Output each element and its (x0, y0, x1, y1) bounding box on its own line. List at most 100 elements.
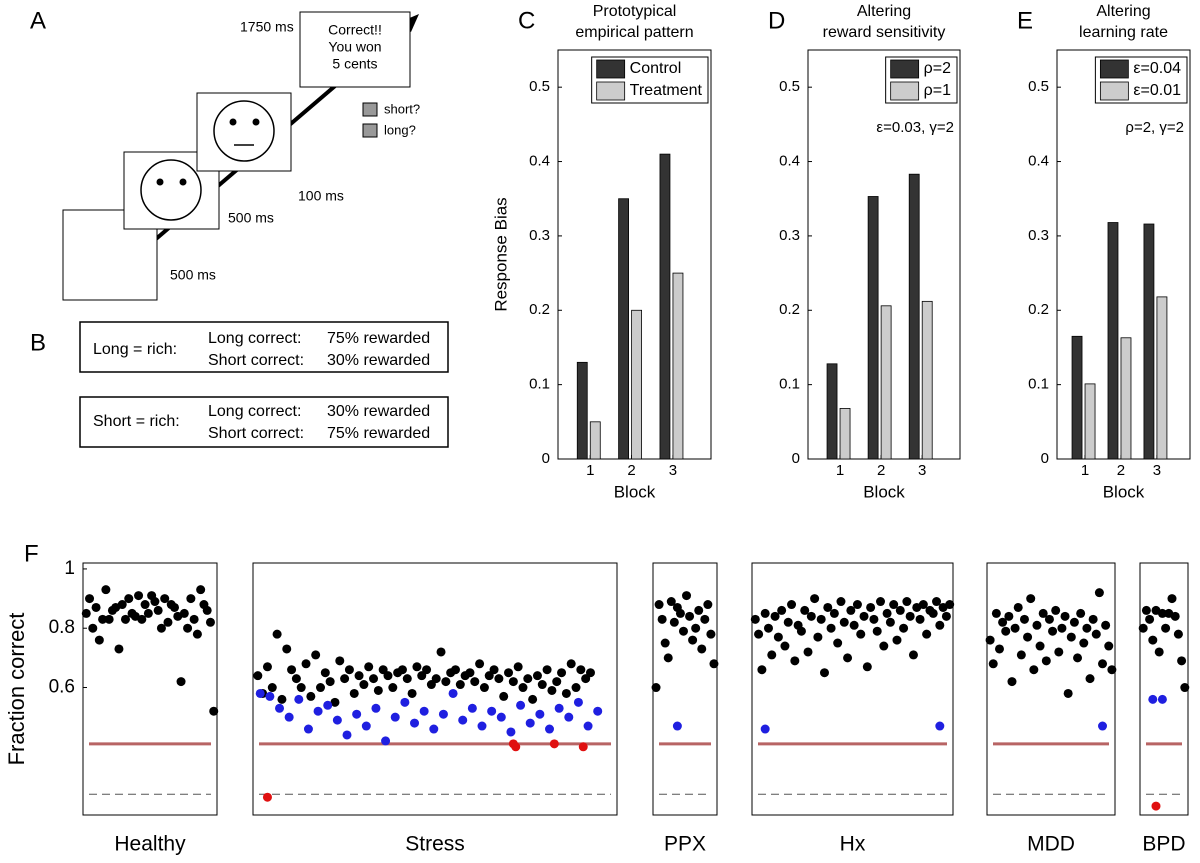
y-tick-label: 0.4 (779, 153, 800, 170)
data-point (1138, 623, 1148, 633)
data-point (272, 629, 282, 639)
data-point (1098, 659, 1108, 669)
y-tick-label: 0 (792, 450, 800, 467)
data-point (810, 594, 820, 604)
y-axis-label: Fraction correct (4, 613, 29, 766)
data-point (369, 674, 379, 684)
x-axis-label: PPX (664, 833, 706, 856)
data-point (120, 614, 130, 624)
data-point (576, 665, 586, 675)
data-point (998, 617, 1008, 627)
data-point (800, 605, 810, 615)
bar (618, 198, 630, 460)
data-point (806, 611, 816, 621)
data-point (1063, 688, 1073, 698)
data-point (915, 614, 925, 624)
eye (252, 118, 260, 126)
data-point (402, 674, 412, 684)
data-point (1082, 623, 1092, 633)
feedback-text: You won (328, 39, 381, 55)
data-point (826, 623, 836, 633)
data-point (889, 600, 899, 610)
data-point (383, 671, 393, 681)
data-point (908, 650, 918, 660)
data-point (202, 605, 212, 615)
chart-title: Altering (1096, 3, 1150, 20)
data-point (205, 617, 215, 627)
bar (867, 196, 879, 460)
y-tick-label: 0.3 (779, 227, 800, 244)
data-point (935, 620, 945, 630)
data-point (554, 703, 564, 713)
x-tick-label: 2 (627, 462, 635, 479)
data-point (557, 668, 567, 678)
plot-frame (986, 562, 1116, 816)
data-point (846, 605, 856, 615)
data-point (754, 629, 764, 639)
y-tick-label: 0.2 (529, 301, 550, 318)
eye (156, 178, 164, 186)
data-point (349, 688, 359, 698)
y-tick-label: 0.5 (529, 78, 550, 95)
data-point (882, 608, 892, 618)
data-point (790, 656, 800, 666)
y-tick-label: 0.5 (779, 78, 800, 95)
data-point (829, 608, 839, 618)
data-point (265, 691, 275, 701)
response-label: short? (384, 101, 420, 116)
bar (631, 309, 643, 460)
data-point (381, 736, 391, 746)
data-point (325, 677, 335, 687)
data-point (1001, 626, 1011, 636)
data-point (1173, 629, 1183, 639)
panel-label: E (1017, 7, 1033, 34)
data-point (803, 647, 813, 657)
y-tick-label: 0.1 (529, 376, 550, 393)
y-tick-label: 0.4 (1028, 153, 1049, 170)
data-point (688, 635, 698, 645)
x-tick-label: 2 (877, 462, 885, 479)
data-point (344, 665, 354, 675)
data-point (508, 677, 518, 687)
data-point (583, 721, 593, 731)
y-tick-label: 0.4 (529, 153, 550, 170)
bar (908, 173, 920, 460)
data-point (335, 656, 345, 666)
data-point (303, 724, 313, 734)
data-point (773, 632, 783, 642)
data-point (885, 617, 895, 627)
data-point (1154, 647, 1164, 657)
x-axis-label: BPD (1142, 833, 1185, 856)
x-axis-label: Stress (405, 833, 465, 856)
x-axis-label: Hx (840, 833, 866, 856)
x-axis-label: Block (863, 482, 905, 501)
data-point (1107, 665, 1117, 675)
duration: 100 ms (298, 188, 344, 204)
x-tick-label: 2 (1117, 462, 1125, 479)
data-point (397, 665, 407, 675)
data-point (98, 614, 108, 624)
data-point (388, 683, 398, 693)
data-point (163, 617, 173, 627)
data-point (431, 674, 441, 684)
x-tick-label: 1 (836, 462, 844, 479)
data-point (160, 594, 170, 604)
data-point (796, 626, 806, 636)
condition-row: 30% rewarded (327, 352, 430, 369)
data-point (777, 605, 787, 615)
bar (839, 408, 851, 460)
bar (1120, 337, 1132, 460)
data-point (1157, 608, 1167, 618)
data-point (1085, 674, 1095, 684)
data-point (757, 665, 767, 675)
data-point (438, 709, 448, 719)
data-point (876, 597, 886, 607)
condition-row: Long correct: (208, 330, 301, 347)
data-point (571, 683, 581, 693)
data-point (1098, 721, 1108, 731)
duration: 1750 ms (240, 19, 294, 35)
data-point (549, 739, 559, 749)
data-point (879, 641, 889, 651)
data-point (1145, 614, 1155, 624)
